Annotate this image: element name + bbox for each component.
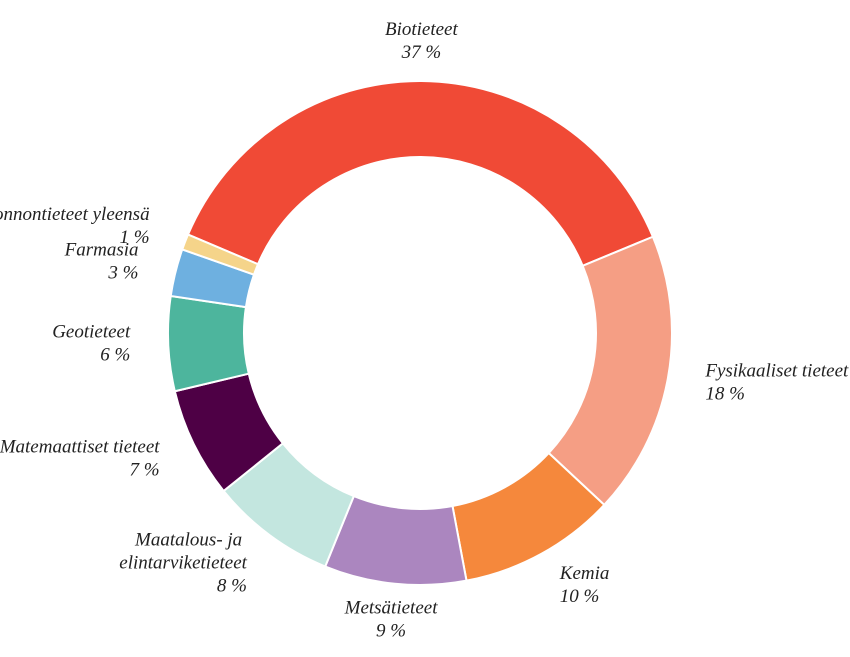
category-label: Metsätieteet: [344, 598, 439, 619]
category-label: Maatalous- ja elintarviketieteet: [119, 530, 247, 574]
slice-label: Matemaattiset tieteet 7 %: [0, 437, 160, 481]
value-label: 18 %: [705, 384, 745, 405]
donut-segment: [547, 235, 673, 507]
category-label: Fysikaaliset tieteet: [704, 361, 849, 382]
value-label: 6 %: [100, 345, 130, 366]
slice-label: Geotieteet 6 %: [52, 322, 131, 366]
slice-label: Biotieteet 37 %: [385, 19, 459, 63]
category-label: Matemaattiset tieteet: [0, 437, 160, 458]
category-label: Kemia: [559, 563, 610, 584]
category-label: Luonnontieteet yleensä: [0, 205, 150, 226]
value-label: 9 %: [376, 621, 406, 642]
value-label: 1 %: [120, 228, 150, 249]
slice-label: Maatalous- ja elintarviketieteet 8 %: [119, 530, 247, 597]
value-label: 8 %: [217, 576, 247, 597]
value-label: 37 %: [401, 42, 442, 63]
donut-segment: [167, 294, 250, 393]
category-label: Biotieteet: [385, 19, 459, 40]
category-label: Farmasia: [64, 240, 139, 261]
slice-label: Kemia 10 %: [559, 563, 610, 607]
value-label: 10 %: [560, 586, 600, 607]
value-label: 3 %: [107, 263, 138, 284]
donut-segment: [180, 233, 260, 276]
slice-label: Fysikaaliset tieteet 18 %: [704, 361, 849, 405]
category-label: Geotieteet: [52, 322, 131, 343]
donut-segment: [186, 80, 655, 268]
slice-label: Metsätieteet 9 %: [344, 598, 439, 642]
slice-label: Farmasia 3 %: [64, 240, 139, 284]
value-label: 7 %: [129, 460, 159, 481]
